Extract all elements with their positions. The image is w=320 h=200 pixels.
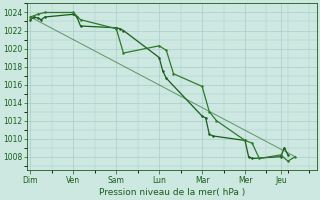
X-axis label: Pression niveau de la mer( hPa ): Pression niveau de la mer( hPa ) <box>99 188 245 197</box>
